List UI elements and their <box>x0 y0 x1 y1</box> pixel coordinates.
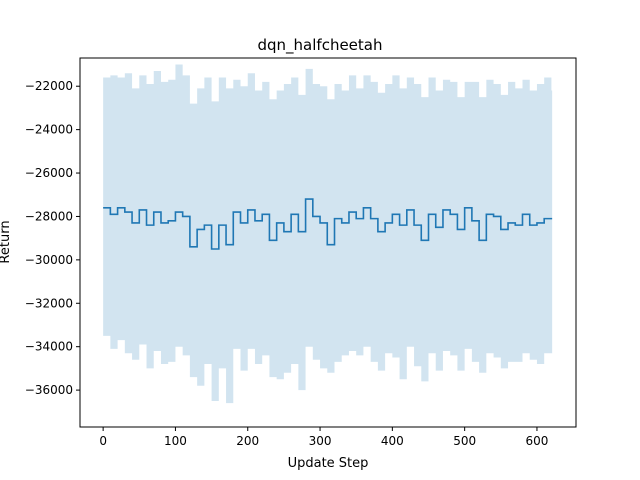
y-tick-label: −24000 <box>25 123 73 137</box>
mean-return-line <box>103 198 553 250</box>
y-tick-label: −36000 <box>25 383 73 397</box>
y-tick-label: −32000 <box>25 296 73 310</box>
x-tick-label: 200 <box>236 434 259 448</box>
plot-area-frame <box>79 57 577 428</box>
x-tick-label: 300 <box>309 434 332 448</box>
x-axis-label: Update Step <box>288 456 369 471</box>
y-tick-label: −34000 <box>25 340 73 354</box>
x-tick-label: 600 <box>526 434 549 448</box>
y-tick-label: −26000 <box>25 166 73 180</box>
x-tick-label: 500 <box>453 434 476 448</box>
x-tick-label: 100 <box>164 434 187 448</box>
chart-title: dqn_halfcheetah <box>258 36 383 55</box>
x-axis-ticks: 0 100 200 300 400 500 600 <box>99 427 548 448</box>
x-tick-label: 0 <box>99 434 107 448</box>
y-tick-label: −28000 <box>25 209 73 223</box>
y-axis-label: Return <box>0 220 13 263</box>
y-axis-ticks: −36000 −34000 −32000 −30000 −28000 −26000 −240… <box>25 79 80 397</box>
y-tick-label: −22000 <box>25 79 73 93</box>
y-tick-label: −30000 <box>25 253 73 267</box>
x-tick-label: 400 <box>381 434 404 448</box>
mean-line-layer <box>103 198 553 250</box>
